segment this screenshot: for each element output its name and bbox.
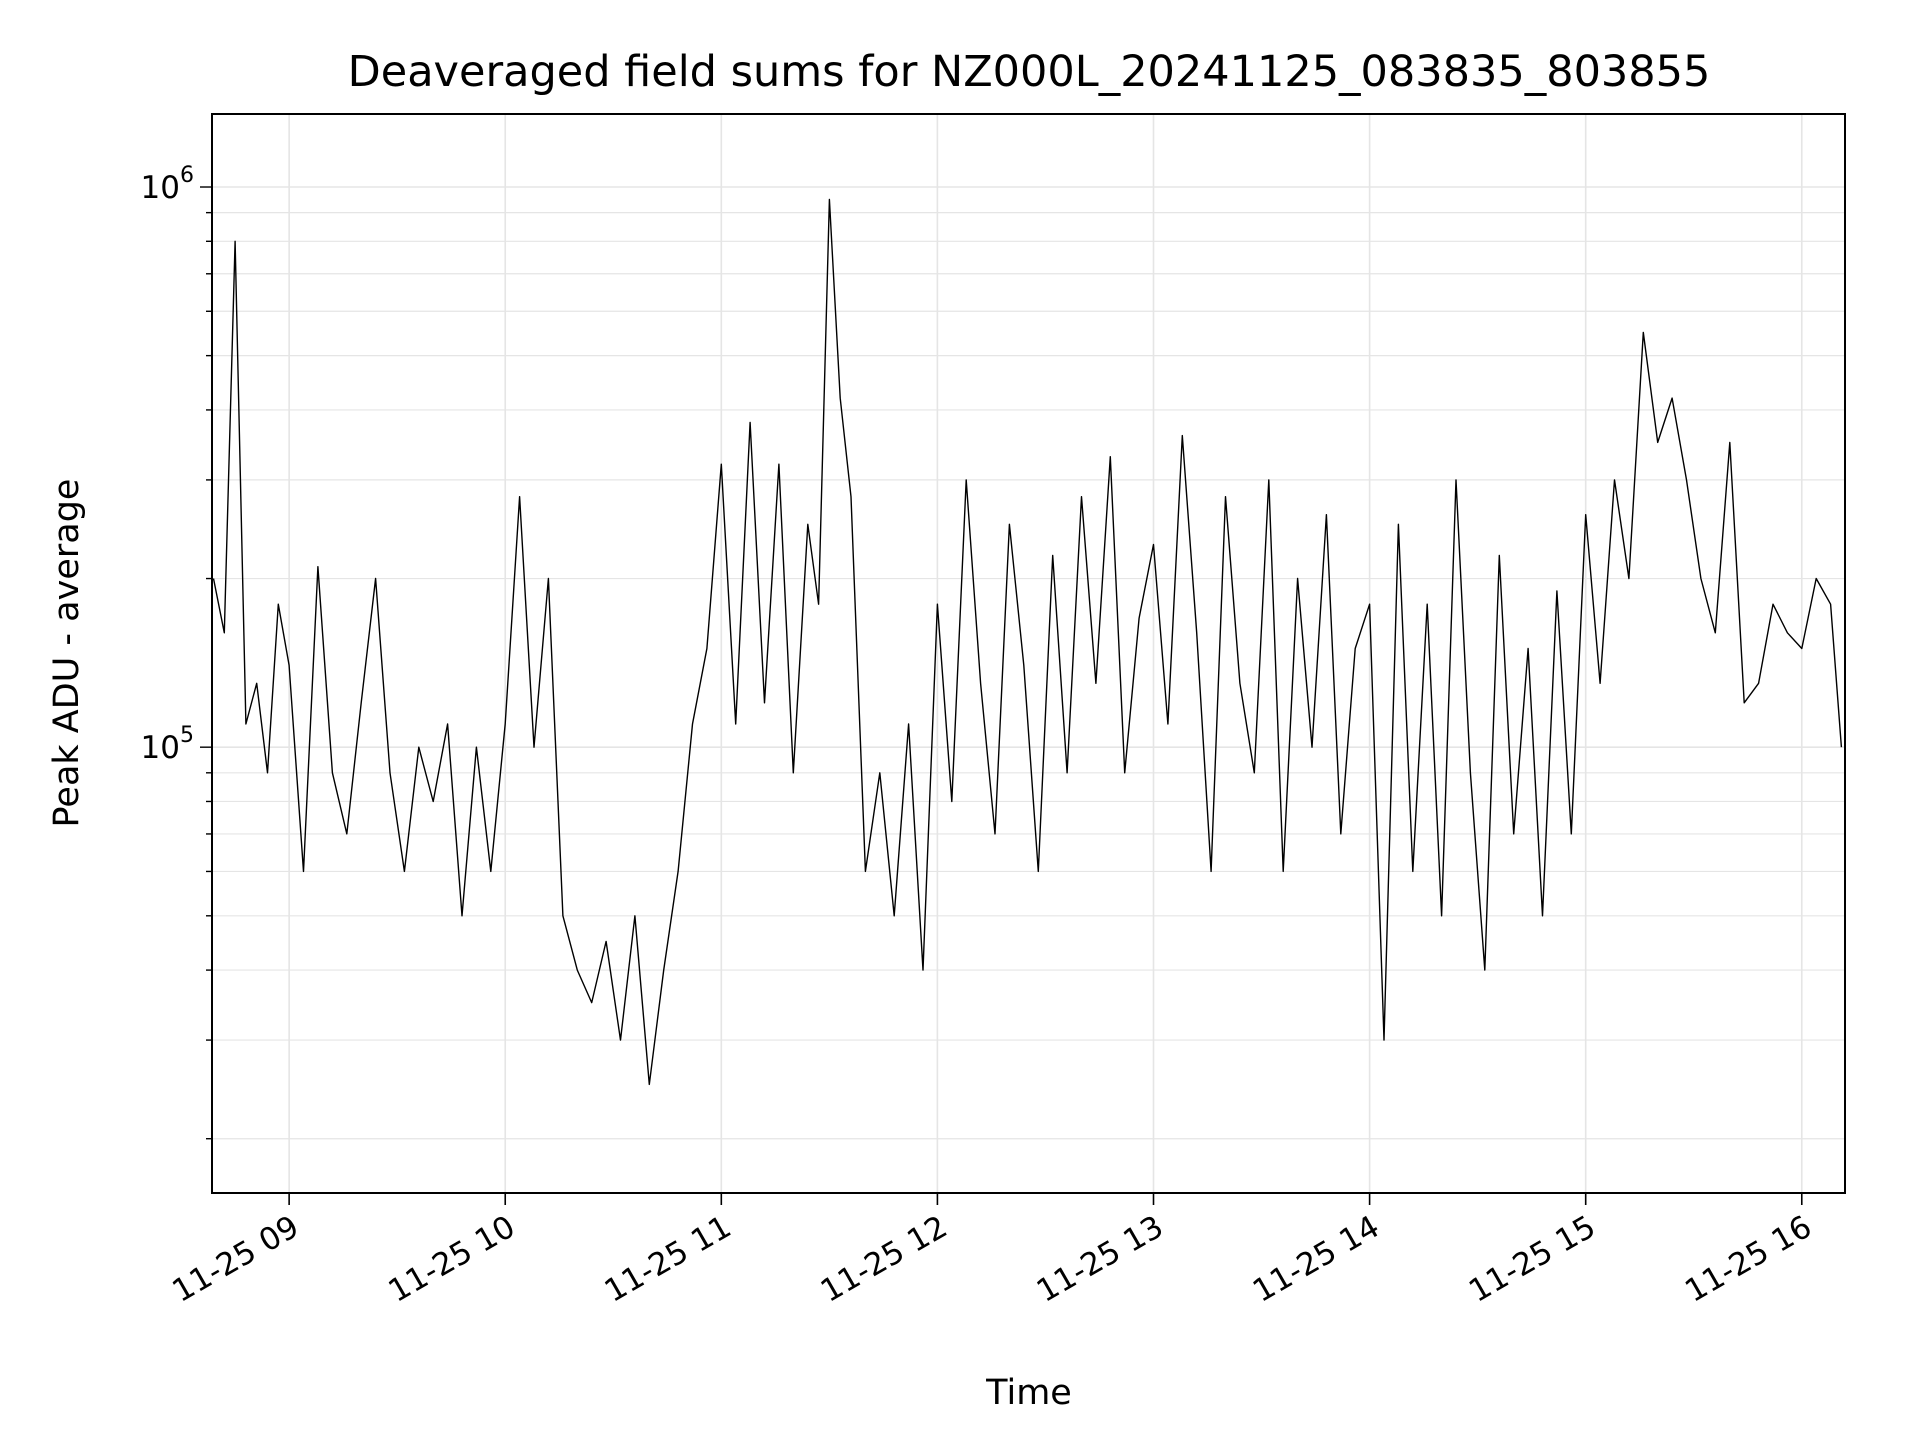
x-tick-label: 11-25 09 [166,1209,305,1310]
y-tick-base: 10 [141,170,180,206]
y-tick-exponent: 6 [180,163,194,188]
series-line [212,198,1843,1086]
x-axis: 11-25 09 11-25 10 11-25 11 11-25 12 11-25 13… [166,1193,1818,1310]
y-axis-label: Peak ADU - average [47,479,87,828]
y-tick-label: 106 [141,163,194,206]
x-axis-label: Time [985,1373,1072,1413]
y-tick-exponent: 5 [180,723,194,748]
plot-area [212,198,1843,1086]
x-tick-label: 11-25 15 [1463,1209,1602,1310]
x-tick-label: 11-25 16 [1679,1209,1818,1310]
x-tick-label: 11-25 14 [1247,1209,1386,1310]
chart-title: Deaveraged field sums for NZ000L_2024112… [348,47,1711,97]
y-tick-label: 105 [141,723,194,766]
x-tick-label: 11-25 11 [599,1209,738,1310]
x-tick-label: 11-25 12 [815,1209,954,1310]
x-tick-label: 11-25 13 [1031,1209,1170,1310]
plot-frame [211,113,1846,1194]
x-tick-label: 11-25 10 [383,1209,522,1310]
grid [212,114,1845,1193]
y-tick-base: 10 [141,730,180,766]
